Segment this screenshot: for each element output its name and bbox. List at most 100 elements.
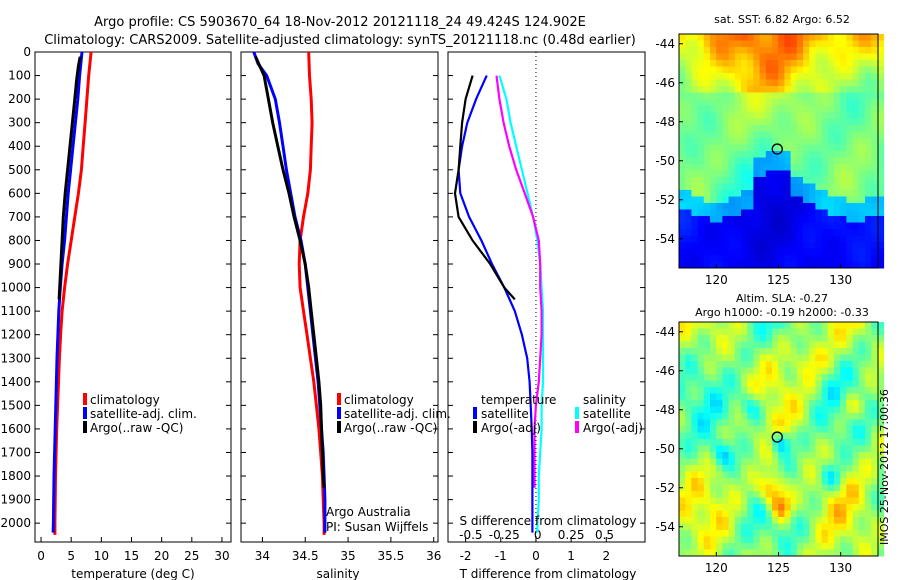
map-cell [753, 79, 761, 87]
map-cell [865, 53, 872, 61]
map-cell [784, 131, 792, 139]
map-cell [691, 510, 699, 518]
map-cell [759, 99, 767, 106]
map-cell [685, 536, 692, 544]
map-cell [865, 367, 872, 375]
map-cell [803, 432, 810, 440]
map-cell [691, 400, 699, 407]
map-cell [716, 393, 723, 401]
map-cell [834, 419, 841, 427]
y-tick-label: 600 [8, 186, 31, 200]
map-cell [759, 216, 767, 223]
map-cell [728, 543, 736, 550]
map-cell [691, 445, 699, 453]
map-cell [827, 79, 835, 87]
map-cell [679, 47, 686, 54]
map-cell [796, 530, 804, 537]
map-cell [691, 354, 699, 362]
map-cell [815, 432, 823, 440]
map-cell [852, 170, 860, 178]
map-cell [697, 105, 705, 113]
map-cell [778, 387, 785, 394]
map-cell [803, 471, 810, 479]
map-cell [765, 196, 773, 204]
map-cell [753, 387, 761, 394]
map-cell [759, 523, 767, 531]
map-cell [685, 491, 692, 498]
map-cell [772, 170, 779, 178]
map-cell [846, 413, 854, 420]
map-cell [871, 543, 878, 550]
map-cell [747, 348, 754, 355]
map-cell [790, 86, 798, 93]
map-cell [753, 170, 761, 178]
map-cell [753, 53, 761, 61]
map-cell [772, 335, 779, 342]
map-cell [796, 47, 804, 54]
map-cell [834, 426, 841, 433]
map-cell [840, 471, 847, 479]
map-cell [734, 491, 742, 498]
map-cell [679, 66, 686, 74]
map-cell [697, 53, 705, 61]
map-cell [710, 92, 717, 100]
map-cell [741, 118, 748, 126]
map-cell [710, 170, 717, 178]
map-cell [865, 510, 872, 518]
map-cell [759, 419, 767, 427]
map-cell [796, 183, 804, 191]
map-cell [809, 164, 816, 171]
map-cell [759, 465, 767, 472]
map-cell [834, 183, 841, 191]
map-cell [877, 523, 885, 531]
map-cell [741, 530, 748, 537]
map-cell [741, 157, 748, 165]
map-cell [784, 374, 792, 381]
map-cell [759, 471, 767, 479]
map-cell [734, 170, 742, 178]
map-cell [741, 151, 748, 158]
map-y-tick-label: -54 [655, 520, 675, 534]
map-cell [790, 170, 798, 178]
map-cell [747, 79, 754, 87]
map-cell [716, 458, 723, 466]
map-cell [679, 478, 686, 485]
map-cell [790, 73, 798, 80]
map-cell [877, 432, 885, 440]
map-cell [796, 354, 804, 362]
map-cell [747, 387, 754, 394]
top-tick-label: 0.5 [595, 528, 614, 542]
temperature-axes-frame [34, 51, 232, 543]
map-cell [834, 341, 841, 349]
map-cell [796, 222, 804, 230]
map-cell [852, 242, 860, 249]
map-cell [803, 170, 810, 178]
map-cell [778, 348, 785, 355]
map-cell [747, 400, 754, 407]
map-cell [778, 34, 785, 41]
map-cell [858, 465, 866, 472]
map-cell [815, 387, 823, 394]
map-cell [728, 426, 736, 433]
map-cell [778, 53, 785, 61]
map-cell [784, 510, 792, 518]
map-cell [827, 536, 835, 544]
map-cell [790, 465, 798, 472]
map-cell [722, 40, 730, 48]
map-cell [815, 112, 823, 119]
map-cell [865, 517, 872, 524]
map-cell [858, 497, 866, 505]
map-cell [790, 196, 798, 204]
map-cell [852, 183, 860, 191]
map-cell [765, 157, 773, 165]
map-cell [821, 452, 829, 459]
map-cell [803, 406, 810, 414]
map-cell [679, 419, 686, 427]
map-cell [710, 177, 717, 184]
map-cell [741, 99, 748, 106]
map-cell [772, 53, 779, 61]
map-cell [778, 335, 785, 342]
map-cell [765, 406, 773, 414]
map-cell [710, 164, 717, 171]
map-cell [840, 497, 847, 505]
